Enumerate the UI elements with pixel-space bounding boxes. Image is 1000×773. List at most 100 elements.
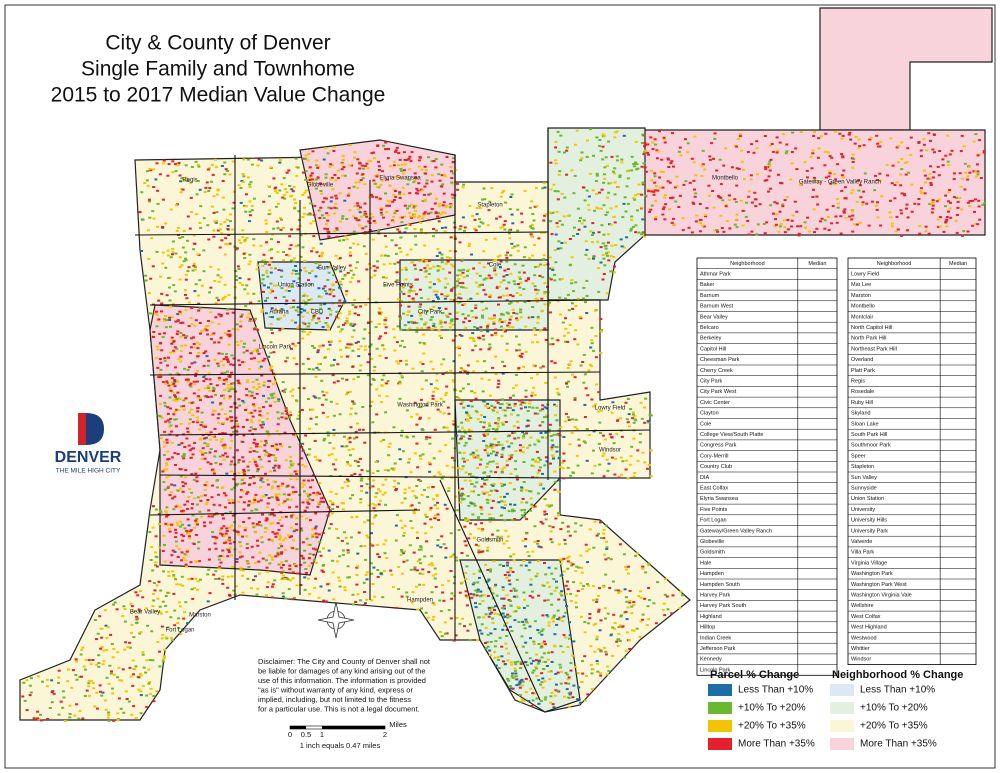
parcel — [323, 285, 327, 288]
parcel — [324, 173, 328, 176]
parcel — [345, 317, 349, 320]
parcel — [261, 259, 265, 262]
parcel — [326, 431, 330, 434]
parcel — [554, 517, 558, 520]
parcel — [553, 273, 557, 276]
parcel — [304, 170, 308, 173]
parcel — [621, 216, 625, 219]
parcel — [543, 186, 547, 189]
parcel — [750, 201, 754, 204]
parcel — [262, 384, 266, 387]
parcel — [241, 569, 245, 572]
parcel — [187, 301, 191, 304]
parcel — [695, 214, 698, 217]
parcel — [287, 588, 291, 591]
parcel — [493, 651, 497, 653]
parcel — [311, 499, 315, 502]
parcel — [828, 170, 831, 173]
parcel — [512, 394, 516, 397]
parcel — [506, 561, 510, 564]
parcel — [708, 155, 712, 158]
parcel — [570, 282, 574, 285]
parcel — [307, 479, 311, 482]
parcel — [228, 526, 232, 529]
parcel — [565, 673, 569, 676]
parcel — [198, 468, 202, 470]
parcel — [779, 181, 783, 184]
parcel — [931, 176, 935, 179]
parcel — [231, 499, 235, 502]
parcel — [338, 257, 342, 260]
parcel — [32, 717, 36, 720]
parcel — [171, 251, 175, 254]
parcel — [624, 568, 628, 571]
parcel — [879, 140, 883, 143]
parcel — [147, 668, 151, 671]
parcel — [699, 230, 702, 233]
parcel — [190, 166, 194, 168]
parcel — [309, 283, 313, 286]
parcel — [531, 406, 535, 409]
parcel — [403, 550, 407, 553]
parcel — [150, 630, 154, 633]
parcel — [942, 230, 946, 233]
parcel — [620, 614, 623, 617]
parcel — [502, 328, 506, 331]
parcel — [167, 384, 171, 387]
parcel — [232, 486, 236, 489]
parcel — [662, 136, 666, 139]
parcel — [410, 504, 414, 507]
parcel — [584, 240, 588, 243]
parcel — [302, 212, 306, 215]
parcel — [447, 487, 451, 490]
parcel — [514, 675, 518, 678]
parcel — [983, 202, 987, 205]
parcel — [163, 544, 166, 546]
parcel — [171, 240, 175, 243]
parcel — [480, 377, 484, 380]
parcel — [449, 369, 453, 372]
parcel — [472, 267, 476, 270]
parcel — [707, 184, 711, 187]
parcel — [607, 259, 611, 262]
parcel — [598, 139, 602, 141]
parcel — [440, 257, 444, 260]
parcel — [169, 636, 173, 639]
parcel — [455, 182, 459, 185]
parcel — [246, 316, 250, 319]
parcel — [263, 449, 267, 452]
parcel — [636, 167, 640, 170]
parcel — [719, 183, 723, 186]
parcel — [335, 229, 339, 231]
parcel — [252, 458, 256, 461]
parcel — [974, 223, 978, 225]
parcel — [242, 158, 246, 161]
parcel — [242, 175, 246, 178]
parcel — [644, 170, 648, 173]
parcel — [217, 558, 221, 561]
parcel — [247, 517, 251, 520]
parcel — [199, 449, 203, 452]
parcel — [404, 268, 408, 271]
parcel — [237, 184, 241, 187]
parcel — [314, 178, 318, 181]
parcel — [515, 317, 519, 320]
parcel — [343, 273, 347, 276]
parcel — [372, 379, 376, 381]
parcel — [191, 421, 195, 423]
parcel — [458, 282, 462, 284]
parcel — [164, 315, 167, 317]
parcel — [162, 468, 166, 471]
parcel — [536, 572, 539, 575]
parcel — [599, 619, 603, 622]
parcel — [553, 589, 557, 592]
parcel — [452, 423, 456, 426]
parcel — [361, 406, 365, 408]
parcel — [520, 355, 524, 358]
parcel — [400, 434, 403, 437]
parcel — [479, 221, 483, 224]
parcel — [202, 249, 206, 252]
parcel — [427, 260, 431, 263]
parcel — [355, 218, 359, 221]
parcel — [223, 534, 227, 537]
